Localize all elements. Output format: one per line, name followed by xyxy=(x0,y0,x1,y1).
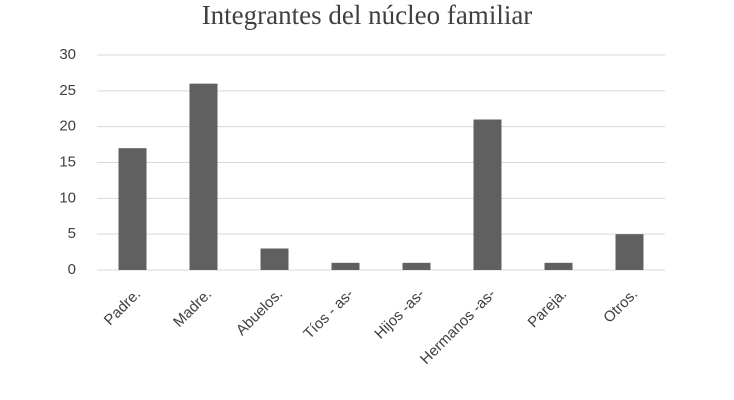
y-tick-label: 5 xyxy=(68,225,76,242)
x-tick-label: Pareja. xyxy=(525,286,571,332)
bar xyxy=(615,234,644,270)
y-tick-label: 10 xyxy=(59,189,76,206)
bar xyxy=(473,119,502,270)
x-tick-label: Hermanos -as- xyxy=(417,286,499,368)
x-tick-label: Tíos - as- xyxy=(300,286,357,343)
x-tick-label: Madre. xyxy=(170,286,215,331)
bar xyxy=(260,248,289,270)
y-tick-label: 15 xyxy=(59,153,76,170)
bar xyxy=(331,262,360,270)
bar xyxy=(189,83,218,271)
y-tick-label: 25 xyxy=(59,82,76,99)
y-tick-label: 0 xyxy=(68,261,76,278)
x-tick-label: Abuelos. xyxy=(233,286,286,339)
x-tick-label: Otros. xyxy=(600,286,641,327)
y-tick-label: 30 xyxy=(59,46,76,63)
y-tick-label: 20 xyxy=(59,118,76,135)
x-tick-label: Hijos -as- xyxy=(371,286,428,343)
x-tick-label: Padre. xyxy=(101,286,144,329)
bar xyxy=(118,148,147,270)
bar xyxy=(544,262,573,270)
bar xyxy=(402,262,431,270)
chart-title: Integrantes del núcleo familiar xyxy=(202,0,533,30)
